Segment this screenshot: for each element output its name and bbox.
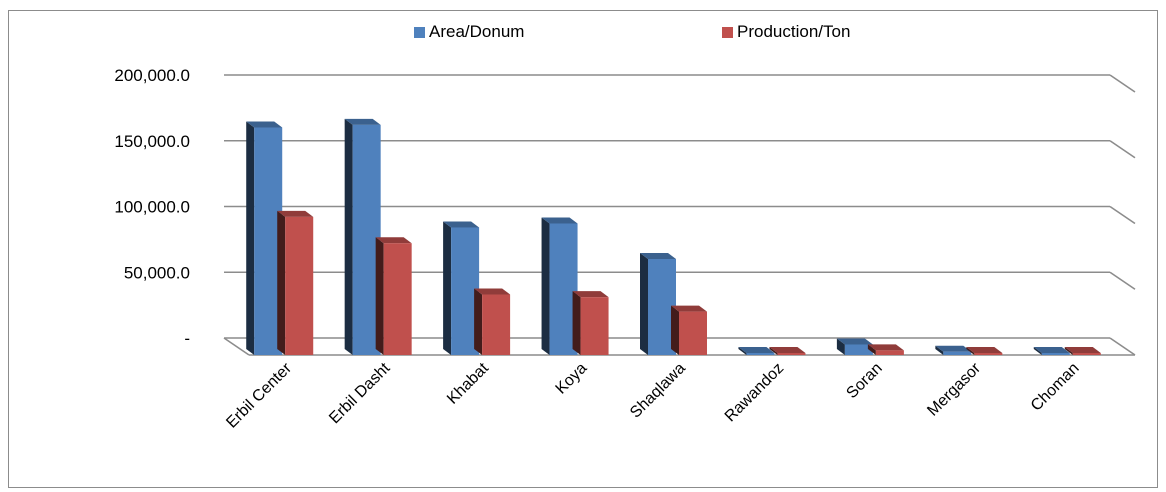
legend-label-production: Production/Ton [737, 22, 851, 41]
bar-top [671, 305, 707, 312]
y-tick-label: 150,000.0 [114, 132, 190, 151]
chart-frame [8, 10, 1158, 488]
x-tick-label: Shaqlawa [627, 360, 689, 422]
x-tick-label: Erbil Center [223, 359, 295, 431]
bar-1-1 [383, 243, 412, 355]
gridline-side-1 [1109, 271, 1136, 290]
bar-side [1064, 347, 1073, 355]
x-tick-label: Mergasor [924, 359, 984, 419]
gridline-side-2 [1109, 205, 1136, 225]
legend-item-area: Area/Donum [414, 22, 524, 42]
x-tick-label: Erbil Dasht [326, 359, 394, 427]
bar-side [1033, 347, 1042, 355]
legend-swatch-area [414, 26, 425, 38]
bar-top [769, 347, 806, 353]
y-tick-label: - [184, 329, 190, 348]
bar-top [867, 344, 904, 351]
x-tick-label: Rawandoz [722, 360, 787, 425]
bar-side [344, 118, 353, 355]
bar-top [1064, 347, 1101, 353]
bar-side [572, 291, 581, 355]
bar-top [344, 118, 381, 125]
bar-7-1 [974, 353, 1003, 355]
bar-top [541, 217, 578, 224]
bar-0-1 [285, 216, 314, 355]
bar-top [443, 221, 480, 228]
gridline-side-4 [1109, 74, 1136, 93]
legend-item-production: Production/Ton [722, 22, 850, 42]
legend-label-area: Area/Donum [429, 22, 525, 41]
bar-8-1 [1072, 353, 1101, 355]
bar-3-1 [580, 297, 609, 355]
bar-side [443, 221, 452, 355]
bar-top [474, 288, 511, 295]
bar-6-1 [875, 350, 904, 355]
bar-5-1 [777, 353, 806, 355]
bar-side [474, 288, 483, 355]
bar-side [277, 210, 286, 355]
bar-side [935, 345, 944, 355]
y-tick-label: 100,000.0 [114, 198, 190, 217]
bar-top [277, 210, 314, 217]
bar-side [966, 347, 975, 355]
bar-side [375, 237, 384, 355]
x-tick-label: Koya [553, 360, 591, 398]
y-tick-label: 50,000.0 [124, 263, 190, 282]
gridline-side-0 [1109, 337, 1136, 356]
floor-left-edge [223, 337, 250, 356]
gridline-side-3 [1109, 140, 1136, 159]
x-tick-label: Soran [844, 360, 886, 402]
bar-top [935, 345, 972, 352]
bar-side [541, 217, 550, 355]
bar-top [966, 347, 1003, 353]
bar-7-0 [943, 351, 972, 355]
x-tick-label: Khabat [444, 359, 492, 407]
bar-8-0 [1041, 353, 1070, 355]
bar-top [572, 291, 609, 298]
bar-top [1033, 347, 1070, 353]
bar-6-0 [844, 344, 873, 355]
legend-swatch-production [722, 26, 733, 38]
bar-4-1 [679, 311, 707, 355]
bar-side [867, 344, 876, 355]
bar-side [246, 121, 255, 355]
bar-side [836, 338, 845, 355]
bar-top [246, 121, 283, 128]
bar-2-1 [482, 294, 511, 355]
bar-top [738, 347, 775, 353]
bar-side [769, 347, 778, 355]
bar-side [738, 347, 747, 355]
y-tick-label: 200,000.0 [114, 66, 190, 85]
bar-top [836, 338, 873, 345]
legend: Area/Donum Production/Ton [0, 22, 1166, 46]
bar-side [640, 253, 648, 355]
bar-top [640, 253, 676, 260]
bar-side [671, 305, 679, 355]
bar-top [375, 237, 412, 244]
x-tick-label: Choman [1028, 360, 1083, 415]
bar-5-0 [746, 353, 775, 355]
